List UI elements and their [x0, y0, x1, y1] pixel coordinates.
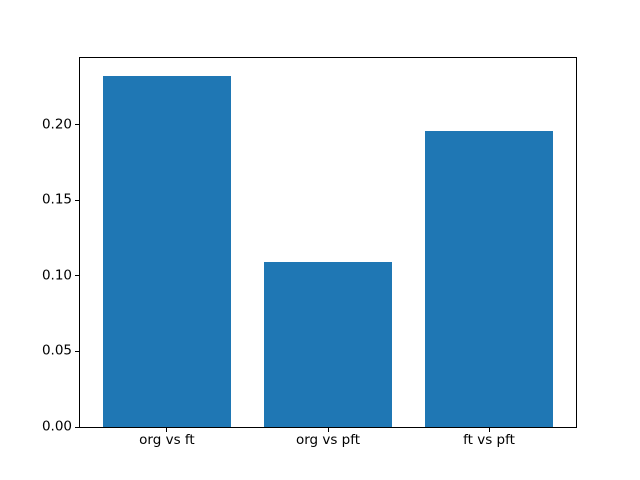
y-tick-mark — [75, 124, 79, 126]
bar-org-vs-ft — [102, 76, 232, 427]
x-tick-label: ft vs pft — [463, 432, 515, 448]
y-tick-mark — [75, 426, 79, 428]
y-tick-mark — [75, 275, 79, 277]
plot-area: 0.00 0.05 0.10 0.15 0.20 org vs ft org vs pft f… — [42, 57, 577, 447]
y-tick-mark — [75, 199, 79, 201]
y-tick-label: 0.05 — [41, 342, 72, 359]
y-tick-label: 0.10 — [41, 267, 72, 284]
x-tick-mark — [166, 428, 168, 432]
bar-ft-vs-pft — [424, 130, 554, 427]
x-tick-mark — [488, 428, 490, 432]
bar-org-vs-pft — [263, 262, 393, 427]
x-tick-mark — [327, 428, 329, 432]
x-tick-label: org vs pft — [295, 432, 361, 448]
x-tick-label: org vs ft — [139, 432, 195, 448]
y-tick-label: 0.20 — [41, 115, 72, 132]
y-tick-mark — [75, 350, 79, 352]
y-tick-label: 0.15 — [41, 191, 72, 208]
y-tick-label: 0.00 — [41, 418, 72, 435]
